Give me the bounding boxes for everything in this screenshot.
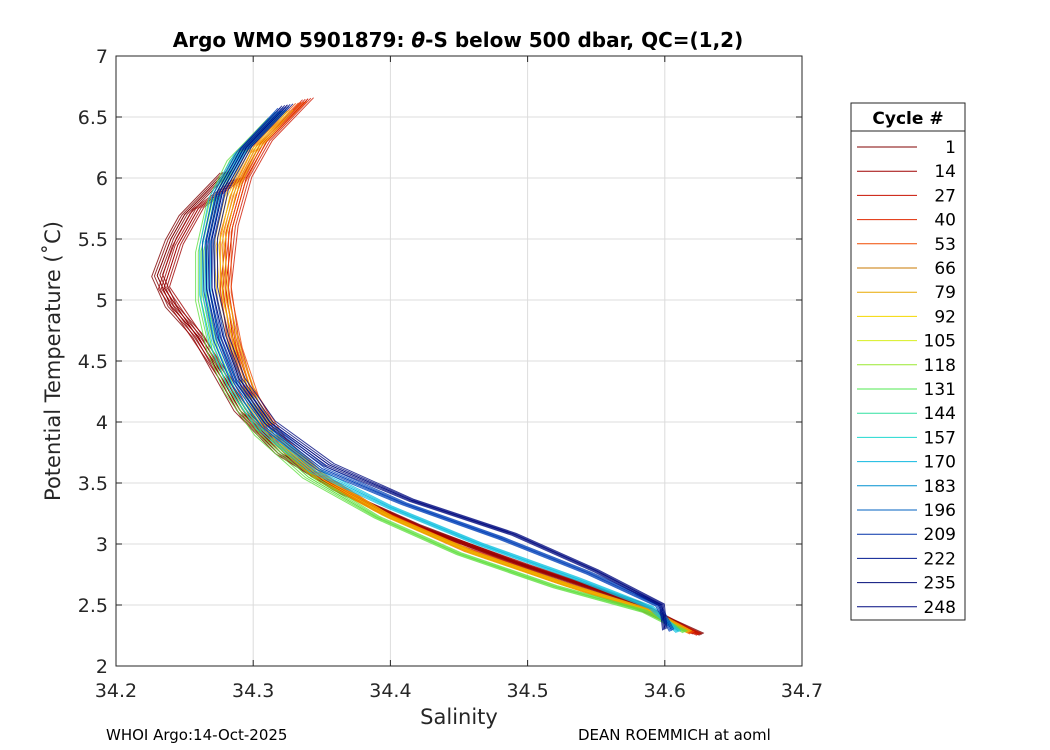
series-line (207, 106, 673, 631)
legend-label: 196 (924, 501, 956, 521)
series-line (217, 103, 668, 629)
x-tick-label: 34.3 (232, 680, 274, 702)
series-line (212, 105, 675, 630)
legend-label: 92 (934, 307, 956, 327)
legend: Cycle # 1 14 27 40 53 66 79 92 105 118 131 144 157 17… (850, 102, 966, 621)
x-tick-label: 34.4 (369, 680, 411, 702)
grid-lines (115, 55, 803, 667)
legend-label: 248 (924, 598, 956, 618)
y-tick-label: 6.5 (78, 107, 108, 129)
x-axis-label: Salinity (420, 705, 498, 729)
legend-label: 183 (924, 477, 956, 497)
series-line (218, 110, 690, 633)
legend-label: 79 (934, 283, 956, 303)
series-line (208, 104, 665, 630)
series-line (197, 117, 685, 633)
series-line (214, 103, 667, 629)
series-line (166, 177, 697, 634)
legend-label: 1 (945, 138, 956, 158)
series-line (160, 178, 695, 634)
series-line (200, 116, 686, 633)
series-line (223, 109, 692, 632)
series-line (210, 106, 674, 631)
legend-label: 53 (934, 235, 956, 255)
y-tick-label: 4.5 (78, 351, 108, 373)
series-line (221, 110, 691, 632)
y-tick-label: 7 (96, 46, 108, 68)
legend-label: 144 (924, 404, 956, 424)
legend-label: 170 (924, 453, 956, 473)
legend-label: 209 (924, 525, 956, 545)
y-tick-label: 3.5 (78, 473, 108, 495)
legend-label: 118 (924, 356, 956, 376)
series-line (201, 107, 670, 632)
y-tick-label: 4 (96, 412, 108, 434)
series-line (158, 178, 694, 635)
legend-title: Cycle # (872, 109, 943, 129)
legend-label: 66 (934, 259, 956, 279)
footer-right-text: DEAN ROEMMICH at aoml (578, 726, 771, 744)
x-tick-label: 34.6 (644, 680, 686, 702)
legend-label: 157 (924, 428, 956, 448)
series-group (151, 97, 705, 636)
footer-left-text: WHOI Argo:14-Oct-2025 (106, 726, 288, 744)
y-tick-label: 2 (96, 656, 108, 678)
series-line (211, 104, 666, 630)
y-tick-label: 2.5 (78, 595, 108, 617)
legend-label: 235 (924, 574, 956, 594)
y-tick-label: 5 (96, 290, 108, 312)
axis-ticks: 34.2 34.3 34.4 34.5 34.6 34.7 2 2.5 3 3.5 4 4.5 5 5.5… (78, 46, 823, 702)
x-tick-label: 34.7 (781, 680, 823, 702)
series-line (204, 107, 672, 632)
legend-label: 27 (934, 186, 956, 206)
series-line (169, 176, 698, 633)
series-line (163, 177, 696, 634)
y-axis-label: Potential Temperature (˚C) (41, 221, 65, 501)
legend-items: 1 14 27 40 53 66 79 92 105 118 131 144 157 170 183 196 2… (857, 138, 956, 618)
legend-label: 222 (924, 549, 956, 569)
series-line (206, 105, 664, 631)
y-tick-label: 3 (96, 534, 108, 556)
series-line (199, 111, 677, 634)
y-tick-label: 6 (96, 168, 108, 190)
legend-label: 14 (934, 162, 956, 182)
y-tick-label: 5.5 (78, 229, 108, 251)
x-tick-label: 34.5 (506, 680, 548, 702)
legend-label: 131 (924, 380, 956, 400)
series-line (151, 172, 700, 636)
legend-label: 40 (934, 211, 956, 231)
series-line (195, 117, 684, 634)
chart-title: Argo WMO 5901879: θ-S below 500 dbar, QC… (173, 28, 743, 52)
legend-label: 105 (924, 332, 956, 352)
x-tick-label: 34.2 (95, 680, 137, 702)
